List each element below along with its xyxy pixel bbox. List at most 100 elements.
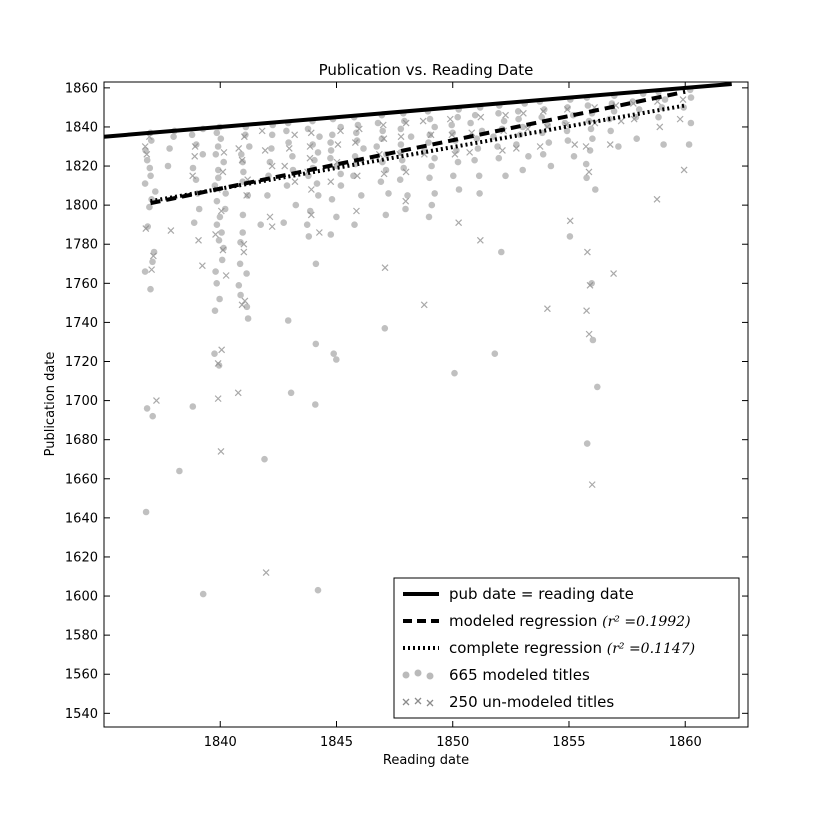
modeled-point	[312, 260, 320, 268]
modeled-point	[450, 172, 457, 180]
unmodeled-point	[234, 389, 242, 397]
unmodeled-point	[380, 170, 388, 178]
modeled-point	[199, 151, 207, 158]
unmodeled-point	[571, 141, 579, 148]
y-tick-label: 1580	[65, 629, 98, 644]
modeled-point	[584, 102, 592, 109]
modeled-point	[594, 383, 601, 391]
unmodeled-point	[536, 143, 544, 150]
modeled-point	[431, 190, 439, 197]
unmodeled-point	[189, 172, 197, 180]
modeled-point	[235, 282, 243, 289]
modeled-point	[313, 180, 321, 187]
legend-item-modeled: 665 modeled titles	[449, 666, 590, 684]
modeled-point	[426, 115, 434, 123]
unmodeled-point	[656, 123, 664, 131]
modeled-point	[374, 119, 382, 127]
legend-item-solid: pub date = reading date	[449, 585, 634, 603]
legend-item-unmodeled: 250 un-modeled titles	[449, 693, 614, 711]
modeled-point	[328, 196, 336, 203]
unmodeled-point	[307, 129, 315, 137]
unmodeled-point	[240, 240, 248, 248]
modeled-point	[428, 162, 435, 170]
y-tick-label: 1760	[65, 277, 98, 292]
modeled-point	[454, 158, 462, 166]
modeled-point	[358, 192, 365, 199]
modeled-point	[426, 174, 433, 182]
modeled-point	[147, 285, 154, 293]
legend-dotted-label: complete regression	[449, 639, 607, 657]
modeled-point	[583, 440, 591, 447]
unmodeled-point	[235, 145, 243, 152]
modeled-point	[425, 213, 433, 221]
modeled-point	[402, 205, 409, 213]
modeled-point	[303, 221, 311, 228]
modeled-point	[451, 369, 458, 377]
modeled-point	[268, 145, 275, 152]
modeled-point	[502, 172, 509, 180]
modeled-point	[448, 121, 456, 129]
modeled-point	[566, 233, 574, 240]
modeled-point	[285, 139, 292, 146]
y-tick-label: 1680	[65, 433, 98, 448]
modeled-point	[213, 197, 221, 205]
plot-frame	[103, 81, 749, 728]
unmodeled-point	[240, 248, 248, 256]
modeled-point	[236, 260, 244, 268]
modeled-point	[218, 229, 225, 236]
modeled-point	[216, 295, 223, 303]
y-axis-label: Publication date	[43, 352, 58, 457]
modeled-point	[244, 315, 252, 322]
legend-x-markers	[402, 697, 434, 707]
unmodeled-point	[466, 148, 474, 156]
unmodeled-point	[629, 100, 637, 107]
modeled-point	[563, 127, 571, 135]
modeled-point	[471, 111, 479, 119]
unmodeled-point	[402, 168, 410, 176]
modeled-point	[582, 160, 590, 168]
modeled-point	[373, 143, 381, 150]
modeled-point	[257, 221, 265, 228]
unmodeled-point	[353, 172, 361, 180]
x-tick-label: 1840	[204, 735, 237, 750]
modeled-point	[404, 192, 411, 199]
unmodeled-point	[566, 217, 574, 225]
modeled-point	[379, 158, 386, 166]
modeled-point	[589, 135, 596, 142]
modeled-point	[473, 135, 481, 142]
modeled-point	[311, 156, 318, 164]
modeled-point	[312, 340, 320, 348]
unmodeled-point	[307, 211, 315, 219]
modeled-point	[289, 153, 296, 160]
unmodeled-point	[427, 131, 435, 139]
modeled-point	[428, 201, 436, 209]
modeled-point	[215, 174, 222, 182]
modeled-point	[592, 186, 599, 193]
unmodeled-point	[419, 117, 427, 125]
modeled-point	[239, 211, 247, 219]
unmodeled-point	[217, 447, 225, 455]
modeled-point	[454, 113, 462, 121]
regression-lines	[103, 81, 732, 206]
unmodeled-point	[281, 162, 289, 170]
dotted-line	[150, 103, 686, 204]
unmodeled-point	[262, 569, 270, 577]
modeled-point	[494, 143, 501, 150]
modeled-point	[515, 115, 522, 123]
unmodeled-point	[238, 156, 246, 164]
modeled-point	[211, 307, 219, 315]
modeled-point	[146, 203, 153, 211]
modeled-point	[607, 127, 614, 135]
x-axis-label: Reading date	[383, 753, 469, 768]
modeled-point	[377, 178, 385, 185]
modeled-point	[239, 229, 246, 236]
y-tick-label: 1780	[65, 238, 98, 253]
unmodeled-point	[653, 195, 661, 203]
modeled-point	[190, 219, 198, 226]
unmodeled-point	[220, 148, 228, 156]
unmodeled-point	[355, 125, 363, 133]
unmodeled-point	[353, 207, 360, 215]
modeled-point	[333, 356, 340, 363]
modeled-point	[211, 182, 219, 189]
unmodeled-point	[191, 143, 199, 150]
